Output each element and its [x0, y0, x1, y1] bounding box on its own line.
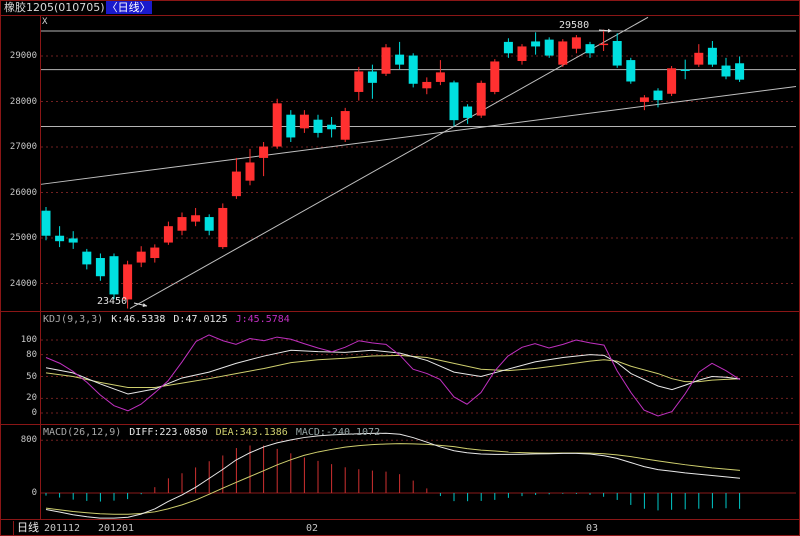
price-annotation-low: 23450	[97, 296, 128, 307]
time-axis-label: 201201	[97, 523, 135, 534]
kdj-axis-label: 0	[31, 408, 37, 418]
annotation-arrows	[133, 28, 613, 308]
price-axis-label: 25000	[9, 233, 37, 243]
candlestick-series	[41, 29, 745, 309]
macd-axis-label: 0	[31, 488, 37, 498]
kdj-j-value: J:45.5784	[235, 314, 290, 325]
price-level-lines	[41, 30, 796, 128]
instrument-title: 橡胶1205(010705)	[4, 1, 105, 14]
macd-readout-row: MACD(26,12,9) DIFF:223.0850 DEA:343.1386 MA…	[43, 427, 388, 438]
price-axis-label: 26000	[9, 187, 37, 198]
macd-params-label: MACD(26,12,9)	[43, 427, 122, 438]
corner-cell	[0, 521, 14, 535]
kdj-params-label: KDJ(9,3,3)	[43, 314, 104, 325]
time-axis-label: 02	[305, 523, 319, 534]
price-axis-label: 28000	[9, 96, 37, 107]
time-axis-label: 201112	[43, 523, 81, 534]
time-axis-bar: 日线 201112 201201 02 03	[0, 520, 800, 536]
kdj-axis-label: 20	[26, 393, 37, 404]
price-axis-label: 29000	[9, 51, 37, 61]
kdj-d-value: D:47.0125	[173, 314, 228, 325]
kdj-axis-label: 80	[26, 349, 37, 360]
price-axis-label: 24000	[9, 278, 37, 289]
kdj-k-value: K:46.5338	[111, 314, 166, 325]
gridlines	[41, 55, 796, 494]
period-label[interactable]: 日线	[17, 521, 39, 534]
kdj-axis-label: 50	[26, 371, 37, 382]
price-annotation-high: 29580	[559, 20, 590, 31]
macd-axis-label: 800	[20, 435, 37, 446]
trendlines	[40, 16, 797, 309]
kdj-lines	[45, 334, 741, 417]
price-axis-label: 27000	[9, 142, 37, 152]
macd-dea-value: DEA:343.1386	[215, 427, 288, 438]
title-bar: 橡胶1205(010705) 〈日线〉	[0, 0, 800, 15]
macd-macd-value: MACD:-240.1072	[295, 427, 381, 438]
kdj-axis-label: 100	[20, 335, 37, 345]
period-badge[interactable]: 〈日线〉	[105, 1, 152, 14]
cursor-marker: X	[42, 17, 48, 27]
time-axis-label: 03	[585, 523, 599, 534]
macd-diff-value: DIFF:223.0850	[129, 427, 208, 438]
kdj-readout-row: KDJ(9,3,3) K:46.5338 D:47.0125 J:45.5784	[43, 314, 298, 325]
macd-lines	[45, 432, 741, 519]
macd-histogram	[45, 445, 741, 511]
